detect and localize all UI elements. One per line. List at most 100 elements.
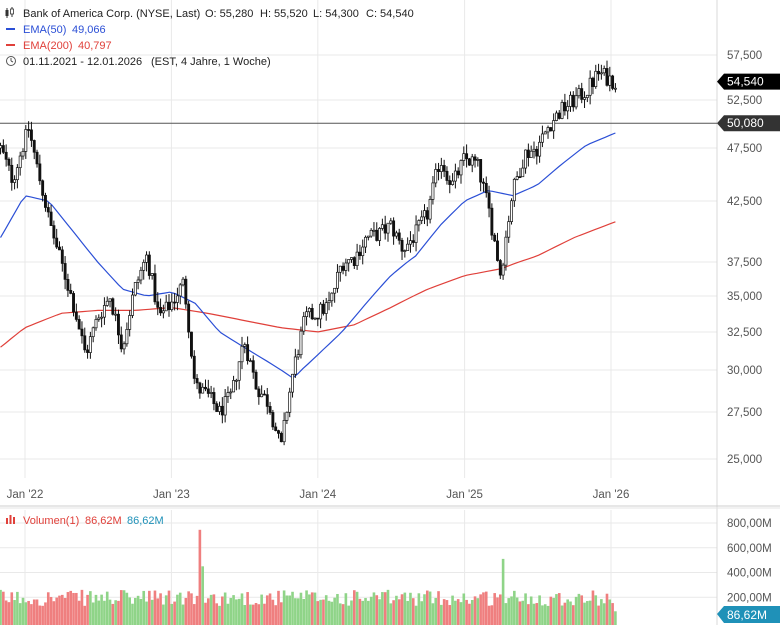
candle-up	[555, 112, 558, 121]
candle-down	[83, 335, 87, 351]
candle-up	[613, 87, 617, 90]
candle-icon	[5, 7, 14, 18]
candle-up	[243, 344, 247, 347]
candle-up	[105, 300, 109, 306]
volume-bar	[61, 594, 64, 625]
candle-down	[442, 165, 446, 172]
last-price-badge-text: 54,540	[727, 75, 764, 89]
x-tick-label: Jan '24	[299, 489, 336, 501]
volume-bar	[462, 593, 466, 625]
candle-down	[156, 301, 160, 308]
y-tick-label: 30,000	[727, 365, 762, 377]
candle-down	[448, 180, 452, 185]
candle-up	[291, 373, 294, 393]
candle-up	[507, 221, 511, 238]
candle-down	[55, 237, 59, 248]
candle-up	[142, 262, 146, 271]
candle-up	[470, 156, 474, 166]
volume-bar	[153, 590, 157, 625]
volume-bar	[125, 592, 129, 625]
volume-bar	[451, 595, 454, 625]
candle-up	[538, 141, 542, 157]
candle-up	[417, 220, 421, 226]
volume-bar	[358, 598, 362, 625]
volume-bar	[305, 590, 308, 625]
candle-down	[212, 392, 216, 405]
volume-bar	[372, 592, 376, 625]
date-range: 01.11.2021 - 12.01.2026	[23, 56, 142, 68]
volume-bar	[221, 596, 224, 625]
volume-bar	[501, 558, 505, 625]
candle-up	[201, 386, 205, 394]
volume-bar	[2, 591, 5, 625]
volume-bar	[114, 600, 117, 625]
candle-up	[223, 396, 227, 416]
volume-bar	[251, 604, 255, 625]
volume-bar	[49, 596, 53, 625]
candle-up	[501, 264, 505, 276]
volume-badge: 86,62M	[717, 606, 780, 623]
candle-down	[274, 426, 278, 431]
candle-down	[310, 308, 314, 320]
volume-bar	[586, 601, 589, 625]
price-y-axis: 25,000 27,500 30,000 32,500 35,000 37,500 42,5…	[727, 50, 762, 466]
volume-bar	[83, 605, 87, 625]
ema50-value: 49,066	[72, 24, 106, 36]
volume-bar	[546, 605, 550, 625]
volume-bar	[327, 600, 331, 625]
candle-up	[453, 170, 457, 182]
volume-bar	[0, 589, 2, 625]
volume-bar	[265, 595, 269, 625]
volume-bar	[350, 600, 353, 625]
candle-down	[58, 246, 61, 251]
volume-bar	[66, 592, 70, 625]
volume-bar	[417, 593, 421, 625]
volume-bar	[302, 598, 306, 625]
volume-bar	[605, 593, 609, 625]
volume-value-blue: 86,62M	[127, 515, 164, 527]
candle-up	[288, 391, 292, 413]
volume-bar	[600, 599, 603, 625]
candle-down	[563, 102, 567, 112]
candle-down	[397, 232, 401, 241]
candle-up	[599, 72, 603, 75]
volume-bar	[52, 601, 56, 625]
volume-bar	[389, 603, 393, 625]
candle-up	[389, 220, 393, 224]
candle-up	[327, 300, 331, 304]
candle-down	[1, 145, 5, 153]
candle-up	[136, 279, 140, 283]
volume-bar	[341, 604, 345, 625]
candle-up	[524, 149, 528, 169]
volume-bar	[566, 599, 569, 625]
candle-up	[330, 292, 334, 302]
candle-up	[234, 379, 238, 382]
candle-up	[13, 179, 17, 183]
candle-up	[350, 257, 353, 260]
candle-down	[38, 163, 42, 182]
candle-down	[80, 328, 84, 337]
candle-up	[307, 308, 311, 313]
candle-down	[69, 290, 73, 294]
volume-bar	[493, 593, 496, 625]
candle-up	[355, 251, 359, 267]
candle-down	[44, 194, 47, 208]
volume-bar	[192, 604, 196, 625]
candle-down	[277, 430, 280, 434]
volume-bar	[46, 592, 50, 625]
candle-up	[122, 343, 126, 350]
candle-up	[114, 313, 118, 316]
volume-bar	[591, 590, 595, 625]
volume-tick-label: 800,00M	[727, 518, 772, 530]
y-tick-label: 57,500	[727, 50, 762, 62]
volume-bar	[524, 593, 527, 625]
symbol-title: Bank of America Corp. (NYSE, Last)	[23, 8, 200, 20]
candle-down	[220, 405, 224, 416]
volume-bar	[395, 595, 398, 625]
volume-bar	[232, 595, 235, 625]
volume-bar	[41, 605, 44, 625]
candle-down	[571, 94, 575, 108]
volume-label: Volumen(1)	[23, 515, 79, 527]
volume-bar	[333, 597, 336, 625]
candle-up	[324, 302, 328, 314]
